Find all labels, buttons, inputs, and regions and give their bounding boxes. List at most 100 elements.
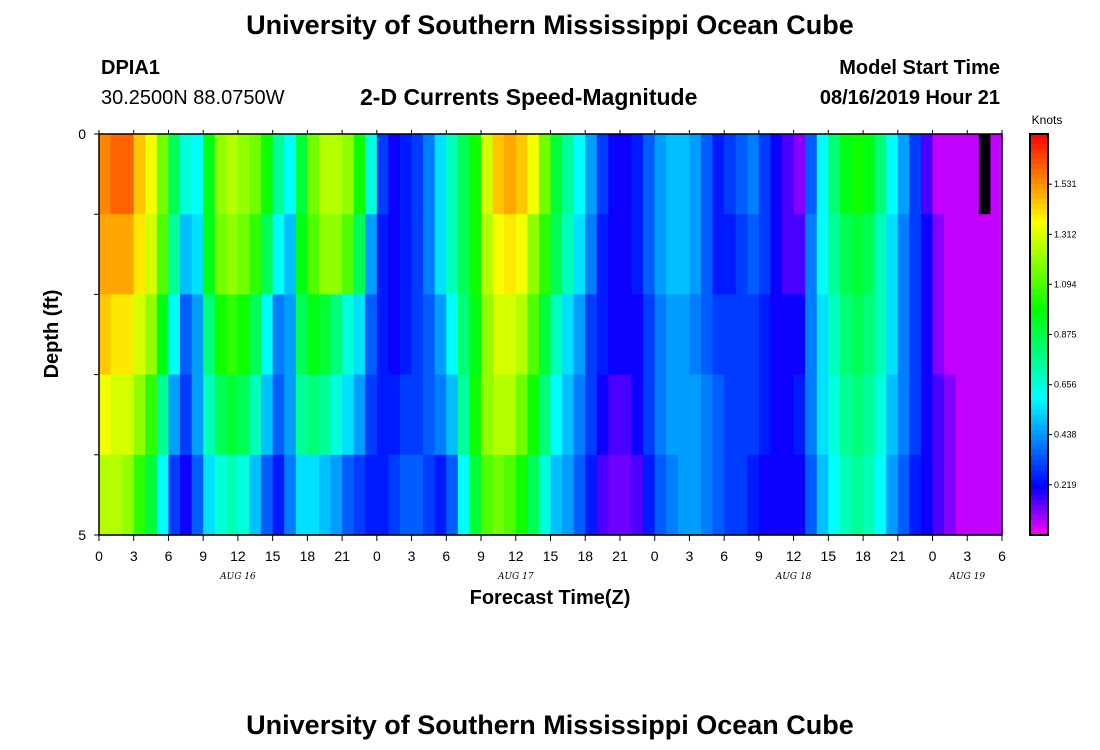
heatmap-cell: [434, 374, 447, 456]
heatmap-cell: [237, 214, 251, 295]
colorbar-band: [1030, 394, 1048, 401]
heatmap-cell: [481, 214, 494, 295]
x-tick-label: 18: [577, 548, 593, 564]
heatmap-cell: [677, 134, 691, 215]
heatmap-cell: [203, 134, 216, 215]
heatmap-cell: [897, 294, 910, 376]
heatmap-cell: [99, 294, 112, 376]
heatmap-cell: [457, 374, 471, 456]
heatmap-cell: [376, 454, 390, 536]
heatmap-cell: [538, 454, 552, 536]
x-tick-label: 15: [543, 548, 559, 564]
heatmap-cell: [851, 214, 864, 295]
heatmap-cell: [886, 214, 899, 295]
colorbar-tick-label: 0.656: [1054, 380, 1077, 390]
colorbar-tick-label: 0.438: [1054, 430, 1077, 440]
colorbar-band: [1030, 499, 1048, 506]
heatmap-cell: [133, 214, 146, 295]
heatmap-cell: [214, 134, 227, 215]
heatmap-cell: [712, 454, 725, 536]
colorbar-band: [1030, 489, 1048, 496]
heatmap-cell: [446, 454, 459, 536]
heatmap-cell: [481, 374, 494, 456]
heatmap-cell: [481, 454, 494, 536]
heatmap-cell: [643, 454, 656, 536]
heatmap-cell: [110, 374, 123, 456]
heatmap-cell: [770, 214, 783, 295]
heatmap-cell: [724, 454, 737, 536]
x-tick-label: 6: [165, 548, 173, 564]
heatmap-cell: [631, 374, 644, 456]
x-tick-label: 12: [230, 548, 246, 564]
heatmap-cell: [654, 134, 667, 215]
heatmap-cell: [168, 294, 181, 376]
heatmap-cell: [990, 214, 1003, 295]
heatmap-cells: [99, 134, 1003, 536]
heatmap-cell: [457, 214, 471, 295]
colorbar-band: [1030, 434, 1048, 441]
heatmap-cell: [388, 454, 401, 536]
heatmap-cell: [457, 294, 471, 376]
heatmap-cell: [353, 454, 366, 536]
heatmap-cell: [608, 134, 621, 215]
heatmap-cell: [365, 454, 378, 536]
heatmap-cell: [573, 134, 586, 215]
heatmap-cell: [307, 294, 320, 376]
heatmap-cell: [782, 214, 795, 295]
heatmap-cell: [643, 134, 656, 215]
heatmap-cell: [909, 294, 922, 376]
heatmap-cell: [828, 214, 841, 295]
heatmap-cell: [839, 374, 853, 456]
heatmap-cell: [133, 134, 146, 215]
x-tick-label: 21: [334, 548, 350, 564]
heatmap-cell: [631, 454, 644, 536]
heatmap-cell: [353, 294, 366, 376]
heatmap-cell: [156, 134, 170, 215]
colorbar-band: [1030, 474, 1048, 481]
date-label: AUG 17: [497, 572, 534, 582]
heatmap-cell: [538, 294, 552, 376]
heatmap-cell: [342, 454, 355, 536]
x-tick-label: 9: [755, 548, 763, 564]
model-start-value: 08/16/2019 Hour 21: [819, 87, 1000, 109]
heatmap-cell: [342, 214, 355, 295]
colorbar-tick-label: 0.875: [1054, 330, 1077, 340]
colorbar-band: [1030, 254, 1048, 260]
heatmap-cell: [180, 214, 193, 295]
heatmap-cell: [469, 374, 482, 456]
heatmap-cell: [920, 454, 934, 536]
colorbar-band: [1030, 269, 1048, 275]
heatmap-cell: [874, 134, 887, 215]
heatmap-cell: [226, 374, 239, 456]
heatmap-cell: [782, 294, 795, 376]
heatmap-cell: [492, 374, 505, 456]
heatmap-cell: [886, 134, 899, 215]
heatmap-cell: [689, 134, 702, 215]
heatmap-cell: [353, 374, 366, 456]
colorbar-band: [1030, 399, 1048, 406]
heatmap-cell: [747, 294, 760, 376]
heatmap-cell: [330, 374, 343, 456]
heatmap-cell: [735, 294, 748, 376]
heatmap-cell: [284, 214, 297, 295]
heatmap-cell: [851, 294, 864, 376]
colorbar-band: [1030, 324, 1048, 331]
heatmap-cell: [701, 134, 714, 215]
heatmap-cell: [562, 294, 575, 376]
heatmap-cell: [527, 214, 540, 295]
heatmap-cell: [724, 374, 737, 456]
heatmap-cell: [631, 134, 644, 215]
heatmap-cell: [619, 294, 633, 376]
colorbar-band: [1030, 389, 1048, 396]
heatmap-cell: [666, 374, 679, 456]
heatmap-cell: [191, 454, 204, 536]
x-tick-label: 0: [373, 548, 381, 564]
heatmap-cell: [874, 454, 887, 536]
heatmap-cell: [828, 134, 841, 215]
colorbar-band: [1030, 504, 1048, 511]
colorbar-label: Knots: [1032, 113, 1063, 127]
colorbar-band: [1030, 264, 1048, 270]
heatmap-cell: [307, 134, 320, 215]
heatmap-cell: [782, 134, 795, 215]
colorbar-band: [1030, 459, 1048, 466]
